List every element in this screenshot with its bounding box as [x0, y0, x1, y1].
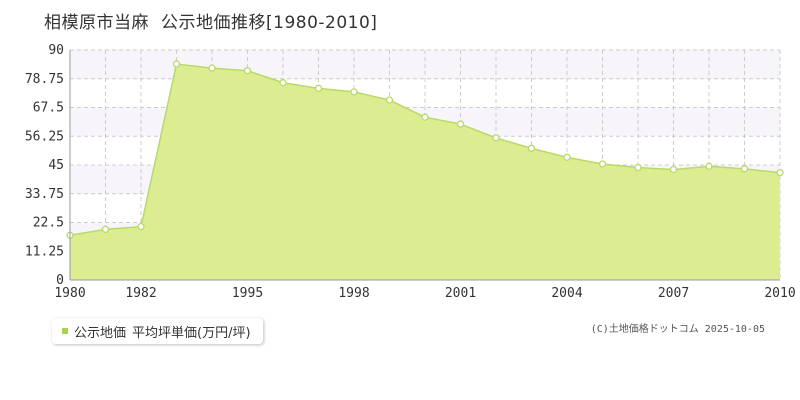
legend-label: 公示地価: [74, 325, 127, 341]
x-tick-label: 1980: [54, 286, 85, 301]
data-point: [421, 113, 429, 121]
x-tick-label: 2004: [551, 286, 582, 301]
data-point: [243, 67, 252, 75]
x-tick-label: 2010: [764, 286, 795, 301]
y-tick-label: 56.25: [25, 129, 64, 144]
y-tick-label: 33.75: [25, 187, 64, 202]
data-point: [456, 120, 465, 128]
x-tick-label: 1982: [125, 286, 156, 301]
data-point: [314, 84, 323, 92]
y-tick-label: 22.5: [33, 216, 64, 231]
data-point: [705, 162, 713, 170]
title-subject: 公示地価推移[1980-2010]: [161, 13, 378, 33]
area-fill: [70, 64, 780, 280]
data-point: [172, 60, 181, 68]
x-tick-label: 2001: [445, 286, 476, 301]
data-point: [527, 144, 536, 153]
data-point: [492, 134, 500, 142]
y-tick-label: 0: [56, 273, 64, 288]
x-tick-label: 2007: [658, 286, 689, 301]
chart-title: 相模原市当麻 公示地価推移[1980-2010]: [44, 8, 377, 33]
y-tick-label: 11.25: [25, 244, 64, 259]
data-point: [563, 153, 571, 161]
data-point: [776, 169, 784, 177]
legend-swatch-icon: [62, 328, 68, 334]
legend-unit: 平均坪単価(万円/坪): [132, 325, 251, 341]
title-place: 相模原市当麻: [44, 13, 149, 33]
data-point: [669, 165, 678, 174]
data-point: [208, 64, 216, 72]
x-tick-label: 1995: [232, 286, 263, 301]
x-tick-label: 1998: [338, 286, 369, 301]
credit-text: (C)土地価格ドットコム 2025-10-05: [590, 324, 765, 335]
data-point: [137, 222, 145, 231]
y-tick-label: 45: [48, 158, 64, 173]
data-point: [598, 160, 607, 168]
data-point: [634, 163, 642, 172]
y-tick-label: 78.75: [25, 72, 64, 87]
y-tick-label: 67.5: [33, 101, 64, 116]
data-point: [350, 88, 358, 96]
data-point: [279, 79, 287, 87]
data-point: [385, 96, 394, 104]
legend: 公示地価 平均坪単価(万円/坪): [52, 318, 263, 344]
data-point: [740, 165, 749, 173]
data-point: [101, 225, 110, 234]
y-tick-label: 90: [48, 43, 64, 58]
